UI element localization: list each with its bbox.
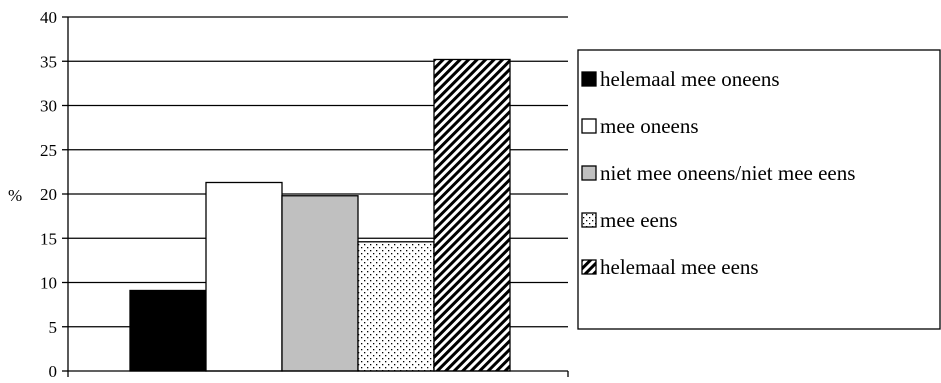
bars xyxy=(129,58,511,372)
bar xyxy=(357,241,435,372)
y-tick-label: 40 xyxy=(40,8,57,27)
bar xyxy=(281,195,359,372)
y-tick-label: 35 xyxy=(40,52,57,71)
legend-swatch xyxy=(581,71,597,87)
legend-swatch xyxy=(581,118,597,134)
y-tick-label: 30 xyxy=(40,97,57,116)
bar xyxy=(129,289,207,372)
y-tick-label: 0 xyxy=(49,362,58,381)
y-tick-label: 10 xyxy=(40,274,57,293)
legend-swatch xyxy=(581,259,597,275)
y-axis-label: % xyxy=(8,186,22,205)
legend-label: helemaal mee oneens xyxy=(600,67,780,91)
legend-label: niet mee oneens/niet mee eens xyxy=(600,161,855,185)
legend-box xyxy=(577,49,941,330)
y-tick-label: 25 xyxy=(40,141,57,160)
legend-label: mee oneens xyxy=(600,114,699,138)
y-ticks: 0 5 10 15 20 25 30 35 40 xyxy=(40,8,68,381)
legend-label: helemaal mee eens xyxy=(600,255,759,279)
legend-swatch xyxy=(581,165,597,181)
y-tick-label: 5 xyxy=(49,318,58,337)
legend-swatch xyxy=(581,212,597,228)
legend-label: mee eens xyxy=(600,208,678,232)
y-tick-label: 20 xyxy=(40,185,57,204)
bar xyxy=(433,58,511,372)
bar xyxy=(205,181,283,372)
y-tick-label: 15 xyxy=(40,229,57,248)
legend: helemaal mee oneens mee oneens niet mee on… xyxy=(577,49,941,330)
